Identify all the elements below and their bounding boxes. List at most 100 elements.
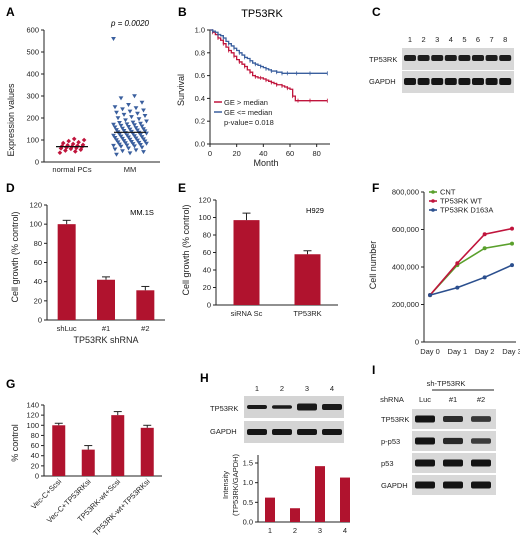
h-lane-label: 2 [280, 384, 284, 393]
h-y-axis-label-line2: (TP53RK/GAPDH) [231, 453, 240, 516]
h-y-ticks: 0.0 0.5 1.0 1.5 [243, 459, 258, 527]
b-y-tick-label: 0.0 [195, 140, 205, 149]
b-x-tick-label: 20 [232, 149, 240, 158]
a-point-mm [124, 133, 130, 138]
h-band-tp53rk [322, 404, 342, 410]
f-point-0 [482, 246, 487, 251]
a-y-tick-label: 400 [26, 70, 39, 79]
g-y-tick-label: 120 [26, 411, 39, 420]
a-point-mm [112, 147, 118, 152]
a-point-mm [142, 114, 148, 118]
h-lane-label: 3 [305, 384, 309, 393]
d-cell-line: MM.1S [130, 208, 154, 217]
a-point-mm [129, 139, 134, 144]
a-point-mm [118, 96, 124, 101]
f-x-ticks: Day 0 Day 1 Day 2 Day 3 [420, 347, 520, 356]
a-point-mm [141, 127, 146, 132]
i-band [471, 438, 491, 444]
f-legend-marker [431, 208, 435, 212]
c-bands [404, 55, 512, 85]
h-x-tick-label: 4 [343, 526, 347, 535]
i-row-label: TP53RK [381, 415, 409, 424]
h-band-gapdh [297, 429, 317, 435]
a-point-mm [139, 100, 145, 105]
h-blot-tp53rk [244, 396, 344, 418]
e-y-tick-label: 80 [203, 231, 211, 240]
f-line-1 [429, 227, 513, 296]
f-point-2 [455, 285, 460, 290]
b-x-tick-label: 0 [208, 149, 212, 158]
a-point-mm [120, 126, 125, 131]
i-row-label: p53 [381, 459, 394, 468]
c-lane-label: 8 [503, 35, 507, 44]
a-scatter-points [56, 37, 149, 157]
a-point-normal [66, 138, 71, 144]
c-blot-tp53rk [402, 48, 514, 70]
d-y-tick-label: 0 [38, 316, 42, 325]
c-band-tp53rk [417, 55, 430, 61]
a-point-mm [115, 116, 121, 121]
a-point-mm [138, 143, 143, 148]
i-band [471, 481, 491, 489]
i-lane-label: #2 [477, 395, 485, 404]
g-x-tick-label: TP53RK-wt+TP53RKsi [91, 477, 152, 538]
h-x-tick-label: 2 [293, 526, 297, 535]
d-y-tick-label: 100 [29, 220, 42, 229]
f-legend-label: CNT [440, 188, 456, 197]
a-point-mm [118, 123, 124, 128]
a-point-mm [141, 108, 146, 113]
f-x-tick-label: Day 1 [448, 347, 468, 356]
h-bars: 1 2 3 4 [265, 466, 350, 535]
f-point-2 [510, 263, 514, 268]
g-y-axis-label: % control [10, 424, 20, 462]
b-curve-high [210, 29, 328, 102]
d-x-tick-label: #1 [102, 324, 110, 333]
a-point-mm [118, 134, 124, 139]
b-survival-curves [210, 29, 328, 103]
a-point-mm [130, 142, 136, 147]
b-p-value: p-value= 0.018 [224, 118, 274, 127]
a-y-tick-label: 200 [26, 114, 39, 123]
d-y-tick-label: 20 [34, 296, 42, 305]
e-y-tick-label: 60 [203, 248, 211, 257]
a-point-mm [138, 132, 143, 137]
h-x-tick-label: 3 [318, 526, 322, 535]
h-lane-label: 4 [330, 384, 334, 393]
a-point-mm [142, 129, 148, 134]
a-point-mm [123, 141, 128, 146]
c-lane-label: 3 [435, 35, 439, 44]
a-y-tick-label: 0 [35, 158, 39, 167]
d-bar [57, 224, 76, 320]
h-bar [315, 466, 325, 522]
b-y-tick-label: 0.8 [195, 48, 205, 57]
h-band-tp53rk [247, 405, 267, 409]
d-y-tick-label: 40 [34, 277, 42, 286]
a-point-mm [130, 120, 136, 125]
panel-e: E Cell growth (% control) 0 20 40 60 80 100 12… [178, 181, 338, 318]
b-y-tick-label: 0.2 [195, 117, 205, 126]
panel-a: A Expression values 0100200300400500600 … [6, 5, 160, 174]
c-lane-label: 6 [476, 35, 480, 44]
c-band-tp53rk [444, 55, 457, 61]
f-legend-label: TP53RK D163A [440, 206, 493, 215]
i-band [443, 415, 463, 423]
e-x-tick-label: TP53RK [293, 309, 321, 318]
a-point-mm [141, 150, 146, 155]
c-band-gapdh [404, 78, 416, 85]
b-x-tick-label: 40 [259, 149, 267, 158]
a-point-mm [138, 121, 143, 126]
panel-letter-g: G [6, 377, 15, 391]
e-y-axis-label: Cell growth (% control) [181, 204, 191, 295]
a-point-mm [121, 139, 127, 144]
g-y-tick-label: 60 [31, 441, 39, 450]
a-point-mm [127, 151, 133, 156]
a-point-mm [117, 121, 122, 126]
a-point-mm [114, 138, 119, 143]
a-point-mm [139, 135, 145, 140]
f-x-tick-label: Day 3 [502, 347, 520, 356]
i-band [415, 481, 435, 489]
h-y-tick-label: 0.0 [243, 518, 253, 527]
i-lane-labels: Luc #1 #2 [419, 395, 485, 404]
